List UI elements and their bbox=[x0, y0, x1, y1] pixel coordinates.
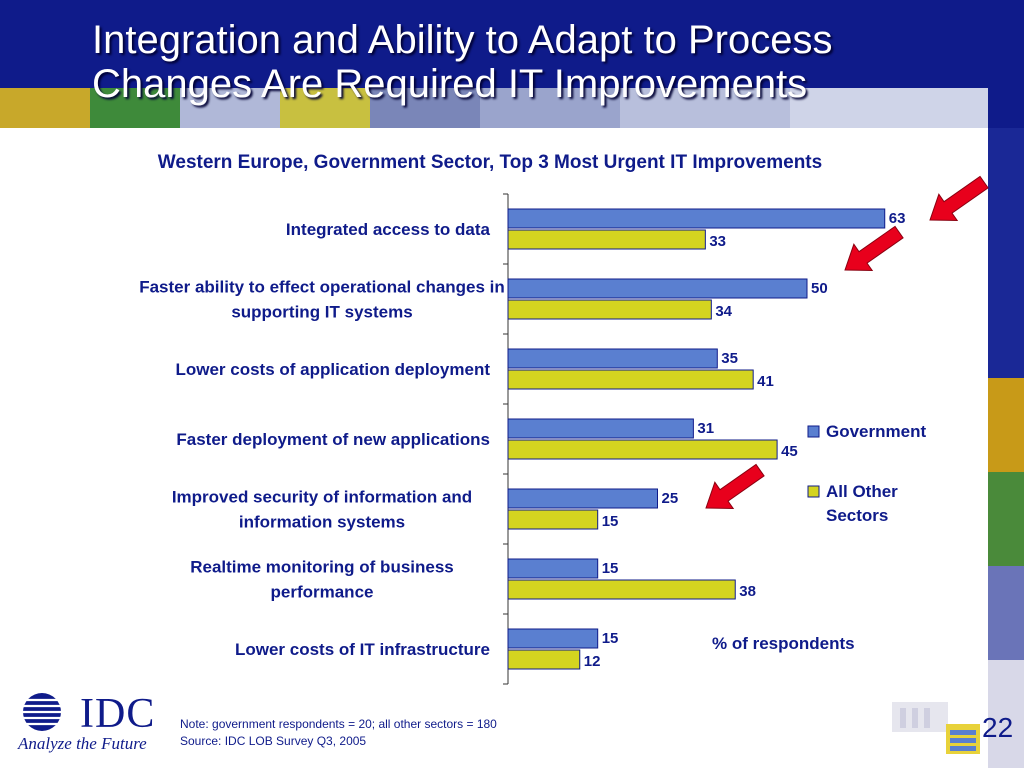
side-decorative-column bbox=[988, 0, 1024, 768]
data-label: 25 bbox=[662, 490, 679, 507]
category-label: information systems bbox=[239, 513, 405, 532]
side-column-tile bbox=[988, 472, 1024, 566]
side-column-tile bbox=[988, 0, 1024, 128]
category-label: Realtime monitoring of business bbox=[190, 558, 454, 577]
category-label: Integrated access to data bbox=[286, 220, 491, 239]
category-label: Improved security of information and bbox=[172, 488, 472, 507]
idc-logo: IDC Analyze the Future bbox=[16, 690, 166, 754]
side-column-tile bbox=[988, 566, 1024, 660]
footnote: Note: government respondents = 20; all o… bbox=[180, 716, 497, 750]
header-decorative-strip bbox=[0, 88, 988, 128]
data-label: 34 bbox=[715, 303, 732, 320]
other-sectors-bar bbox=[507, 439, 778, 460]
side-column-tile bbox=[988, 128, 1024, 378]
side-column-tile bbox=[988, 378, 1024, 472]
category-label: supporting IT systems bbox=[231, 303, 412, 322]
header-strip-tile bbox=[620, 88, 790, 128]
category-label: Faster ability to effect operational cha… bbox=[139, 278, 505, 297]
header-strip-tile bbox=[180, 88, 280, 128]
other-sectors-bar bbox=[507, 649, 581, 670]
legend-swatch-government bbox=[807, 425, 820, 438]
globe-icon bbox=[18, 693, 66, 731]
header-strip-tile bbox=[280, 88, 370, 128]
legend-label-government: Government bbox=[826, 422, 926, 441]
logo-text: IDC bbox=[80, 691, 156, 737]
other-sectors-bar bbox=[507, 369, 754, 390]
highlight-arrow-icon bbox=[929, 175, 989, 222]
chart-title: Western Europe, Government Sector, Top 3… bbox=[157, 152, 823, 173]
side-column-tile bbox=[988, 660, 1024, 768]
government-bar bbox=[507, 418, 694, 439]
data-label: 50 bbox=[811, 280, 828, 297]
highlight-arrow-icon bbox=[844, 225, 904, 272]
slide-title-line-1: Integration and Ability to Adapt to Proc… bbox=[92, 18, 833, 62]
government-bar bbox=[507, 208, 886, 229]
footnote-source: Source: IDC LOB Survey Q3, 2005 bbox=[180, 734, 367, 748]
logo-tagline: Analyze the Future bbox=[18, 734, 147, 753]
slide-title: Integration and Ability to Adapt to Proc… bbox=[92, 18, 972, 106]
data-label: 31 bbox=[697, 420, 714, 437]
data-label: 12 bbox=[584, 653, 601, 670]
data-label: 45 bbox=[781, 443, 798, 460]
header-strip-tile bbox=[0, 88, 90, 128]
x-axis-label: % of respondents bbox=[712, 634, 855, 653]
category-label: Lower costs of IT infrastructure bbox=[235, 640, 490, 659]
header-strip-tile bbox=[480, 88, 620, 128]
data-label: 15 bbox=[602, 560, 619, 577]
government-bar bbox=[507, 558, 599, 579]
government-bar bbox=[507, 488, 658, 509]
data-label: 15 bbox=[602, 630, 619, 647]
other-sectors-bar bbox=[507, 579, 736, 600]
category-label: Lower costs of application deployment bbox=[175, 360, 490, 379]
data-label: 35 bbox=[721, 350, 738, 367]
data-label: 15 bbox=[602, 513, 619, 530]
category-label: performance bbox=[271, 583, 374, 602]
data-label: 41 bbox=[757, 373, 774, 390]
legend-label-other-sectors: All Other bbox=[826, 482, 898, 501]
header-strip-tile bbox=[790, 88, 988, 128]
other-sectors-bar bbox=[507, 229, 706, 250]
page-number: 22 bbox=[982, 712, 1014, 743]
header-strip-tile bbox=[370, 88, 480, 128]
highlight-arrow-icon bbox=[705, 463, 765, 510]
government-bar bbox=[507, 628, 599, 649]
other-sectors-bar bbox=[507, 299, 712, 320]
category-label: Faster deployment of new applications bbox=[176, 430, 490, 449]
legend-swatch-other-sectors bbox=[807, 485, 820, 498]
data-label: 33 bbox=[709, 233, 726, 250]
header-band: Integration and Ability to Adapt to Proc… bbox=[0, 0, 1024, 128]
footnote-note: Note: government respondents = 20; all o… bbox=[180, 717, 497, 731]
header-strip-tile bbox=[90, 88, 180, 128]
data-label: 38 bbox=[739, 583, 756, 600]
slide-title-line-2: Changes Are Required IT Improvements bbox=[92, 62, 808, 106]
data-label: 63 bbox=[889, 210, 906, 227]
building-graphic-icon bbox=[892, 702, 980, 754]
government-bar bbox=[507, 348, 718, 369]
government-bar bbox=[507, 278, 808, 299]
legend-label-other-sectors: Sectors bbox=[826, 506, 888, 525]
other-sectors-bar bbox=[507, 509, 599, 530]
